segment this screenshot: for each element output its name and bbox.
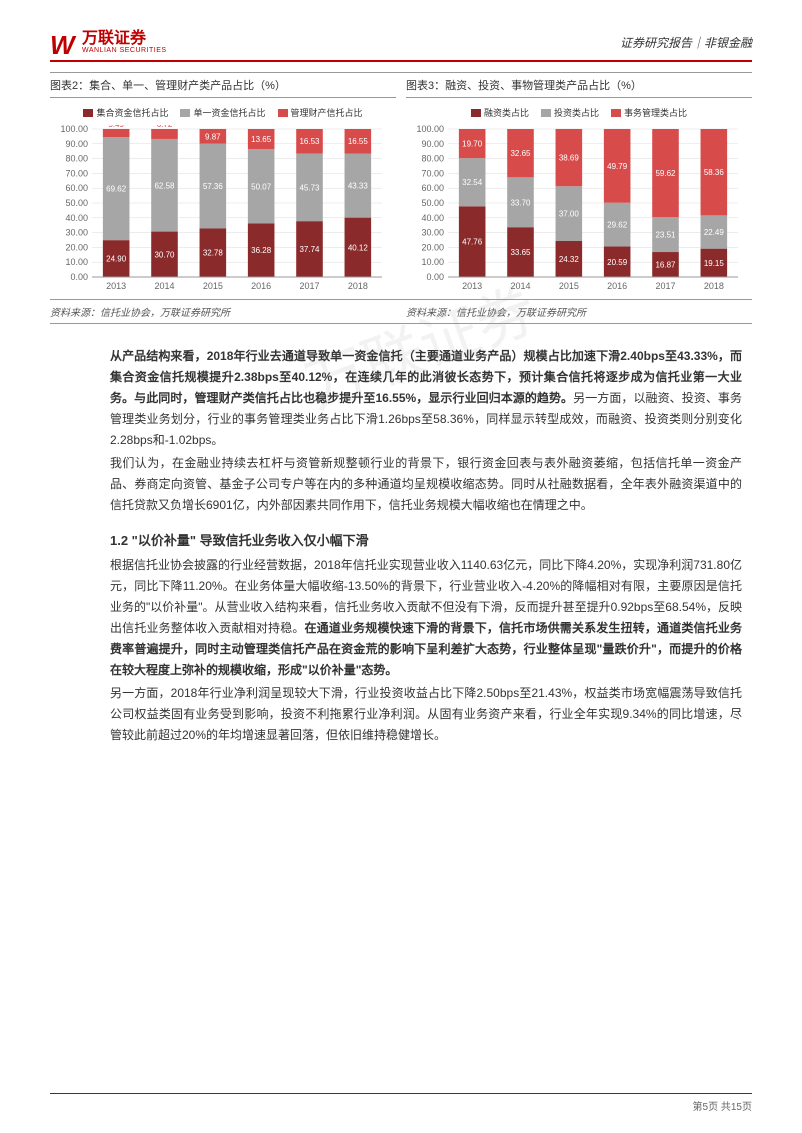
svg-text:62.58: 62.58	[154, 181, 175, 190]
logo-sub-text: WANLIAN SECURITIES	[82, 47, 167, 54]
svg-text:33.65: 33.65	[510, 248, 531, 257]
svg-text:30.00: 30.00	[65, 228, 88, 238]
svg-text:0.00: 0.00	[70, 272, 88, 282]
svg-text:9.87: 9.87	[205, 132, 221, 141]
svg-text:33.70: 33.70	[510, 198, 531, 207]
svg-text:32.65: 32.65	[510, 149, 531, 158]
svg-text:2013: 2013	[462, 281, 482, 291]
svg-text:23.51: 23.51	[655, 231, 676, 240]
svg-text:90.00: 90.00	[421, 139, 444, 149]
page-footer: 第5页 共15页	[50, 1093, 752, 1113]
svg-text:50.00: 50.00	[421, 198, 444, 208]
svg-text:57.36: 57.36	[203, 182, 224, 191]
svg-text:100.00: 100.00	[60, 125, 88, 134]
body-text: 从产品结构来看，2018年行业去通道导致单一资金信托（主要通道业务产品）规模占比…	[50, 346, 752, 746]
chart-2-title: 图表2：集合、单一、管理财产类产品占比（%）	[50, 77, 396, 98]
legend-item: 单一资金信托占比	[180, 106, 265, 119]
svg-text:20.00: 20.00	[421, 242, 444, 252]
svg-text:32.54: 32.54	[462, 178, 483, 187]
svg-text:80.00: 80.00	[421, 154, 444, 164]
svg-text:10.00: 10.00	[421, 257, 444, 267]
chart-2-source: 资料来源：信托业协会，万联证券研究所	[50, 304, 396, 319]
legend-item: 事务管理类占比	[611, 106, 687, 119]
para-4: 另一方面，2018年行业净利润呈现较大下滑，行业投资收益占比下降2.50bps至…	[110, 683, 742, 746]
chart-2-legend: 集合资金信托占比单一资金信托占比管理财产信托占比	[50, 106, 396, 119]
svg-text:47.76: 47.76	[462, 238, 483, 247]
svg-text:29.62: 29.62	[607, 221, 628, 230]
chart-3-panel: 图表3：融资、投资、事物管理类产品占比（%） 融资类占比投资类占比事务管理类占比…	[406, 77, 752, 295]
svg-text:40.00: 40.00	[421, 213, 444, 223]
svg-text:60.00: 60.00	[65, 183, 88, 193]
svg-text:38.69: 38.69	[559, 154, 580, 163]
logo: W 万联证券 WANLIAN SECURITIES	[50, 30, 167, 54]
svg-text:37.74: 37.74	[299, 245, 320, 254]
svg-text:2013: 2013	[106, 281, 126, 291]
svg-text:49.79: 49.79	[607, 162, 628, 171]
svg-text:2016: 2016	[251, 281, 271, 291]
legend-item: 管理财产信托占比	[278, 106, 363, 119]
svg-text:2015: 2015	[203, 281, 223, 291]
svg-text:90.00: 90.00	[65, 139, 88, 149]
svg-text:2015: 2015	[559, 281, 579, 291]
svg-text:20.00: 20.00	[65, 242, 88, 252]
svg-text:19.70: 19.70	[462, 140, 483, 149]
svg-text:13.65: 13.65	[251, 135, 272, 144]
chart-3-source: 资料来源：信托业协会，万联证券研究所	[406, 304, 752, 319]
svg-text:2014: 2014	[154, 281, 174, 291]
svg-text:2017: 2017	[655, 281, 675, 291]
svg-text:40.00: 40.00	[65, 213, 88, 223]
para-2: 我们认为，在金融业持续去杠杆与资管新规整顿行业的背景下，银行资金回表与表外融资萎…	[110, 453, 742, 516]
svg-text:32.78: 32.78	[203, 249, 224, 258]
svg-text:50.00: 50.00	[65, 198, 88, 208]
svg-text:70.00: 70.00	[421, 168, 444, 178]
chart-3-svg: 0.00 10.00 20.00 30.00 40.00 50.00 60.00 70.00 8…	[406, 125, 752, 295]
chart-3-title: 图表3：融资、投资、事物管理类产品占比（%）	[406, 77, 752, 98]
svg-text:30.00: 30.00	[421, 228, 444, 238]
svg-text:70.00: 70.00	[65, 168, 88, 178]
svg-text:10.00: 10.00	[65, 257, 88, 267]
svg-text:80.00: 80.00	[65, 154, 88, 164]
svg-text:69.62: 69.62	[106, 185, 127, 194]
svg-text:43.33: 43.33	[348, 182, 369, 191]
chart-3-legend: 融资类占比投资类占比事务管理类占比	[406, 106, 752, 119]
svg-text:16.53: 16.53	[299, 137, 320, 146]
legend-item: 融资类占比	[471, 106, 529, 119]
legend-item: 投资类占比	[541, 106, 599, 119]
header-right: 证券研究报告｜非银金融	[620, 34, 752, 51]
page-number: 第5页 共15页	[693, 1098, 752, 1113]
page-header: W 万联证券 WANLIAN SECURITIES 证券研究报告｜非银金融	[50, 30, 752, 62]
svg-text:40.12: 40.12	[348, 243, 369, 252]
svg-text:5.49: 5.49	[108, 125, 124, 129]
svg-text:6.72: 6.72	[157, 125, 173, 129]
svg-text:37.00: 37.00	[559, 210, 580, 219]
svg-text:20.59: 20.59	[607, 258, 628, 267]
svg-text:60.00: 60.00	[421, 183, 444, 193]
logo-icon: W	[50, 30, 78, 54]
svg-text:30.70: 30.70	[154, 250, 175, 259]
svg-text:2014: 2014	[510, 281, 530, 291]
svg-text:0.00: 0.00	[426, 272, 444, 282]
svg-text:58.36: 58.36	[704, 168, 725, 177]
svg-text:50.07: 50.07	[251, 182, 272, 191]
svg-text:16.87: 16.87	[655, 261, 676, 270]
svg-text:16.55: 16.55	[348, 137, 369, 146]
chart-2-panel: 图表2：集合、单一、管理财产类产品占比（%） 集合资金信托占比单一资金信托占比管…	[50, 77, 396, 295]
svg-text:2016: 2016	[607, 281, 627, 291]
svg-text:24.90: 24.90	[106, 255, 127, 264]
svg-text:2018: 2018	[704, 281, 724, 291]
section-1-2-head: 1.2 "以价补量" 导致信托业务收入仅小幅下滑	[110, 530, 742, 553]
svg-text:24.32: 24.32	[559, 255, 580, 264]
svg-text:45.73: 45.73	[299, 183, 320, 192]
svg-text:100.00: 100.00	[416, 125, 444, 134]
svg-text:22.49: 22.49	[704, 228, 725, 237]
svg-text:36.28: 36.28	[251, 246, 272, 255]
svg-text:19.15: 19.15	[704, 259, 725, 268]
svg-text:2018: 2018	[348, 281, 368, 291]
chart-2-svg: 0.00 10.00 20.00 30.00 40.00 50.00 60.00 70.00 8…	[50, 125, 396, 295]
svg-text:2017: 2017	[299, 281, 319, 291]
svg-text:59.62: 59.62	[655, 169, 676, 178]
legend-item: 集合资金信托占比	[83, 106, 168, 119]
logo-main-text: 万联证券	[82, 31, 167, 47]
